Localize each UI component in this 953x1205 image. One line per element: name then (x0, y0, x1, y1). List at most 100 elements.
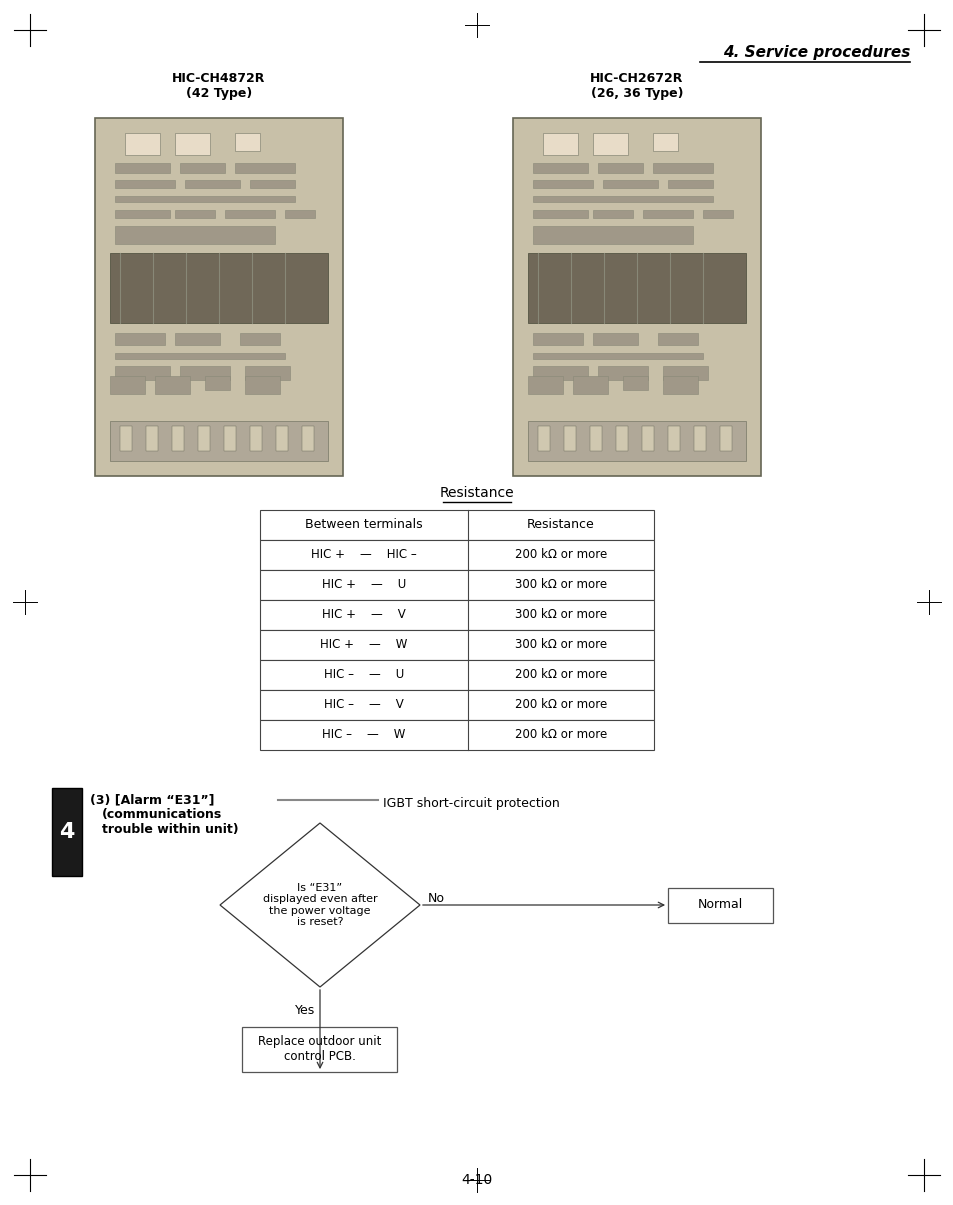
Text: HIC –    —    U: HIC – — U (323, 669, 404, 682)
Text: Between terminals: Between terminals (305, 518, 422, 531)
FancyBboxPatch shape (622, 376, 647, 390)
FancyBboxPatch shape (593, 333, 638, 345)
FancyBboxPatch shape (513, 118, 760, 476)
FancyBboxPatch shape (245, 366, 290, 380)
FancyBboxPatch shape (120, 427, 132, 451)
Text: 300 kΩ or more: 300 kΩ or more (515, 609, 606, 622)
Text: 200 kΩ or more: 200 kΩ or more (515, 729, 606, 741)
FancyBboxPatch shape (702, 210, 732, 218)
FancyBboxPatch shape (533, 333, 582, 345)
Text: (42 Type): (42 Type) (186, 87, 252, 100)
Text: HIC-CH4872R: HIC-CH4872R (172, 72, 265, 86)
Text: HIC +    —    V: HIC + — V (322, 609, 405, 622)
Text: 4-10: 4-10 (461, 1172, 492, 1187)
FancyBboxPatch shape (537, 427, 550, 451)
FancyBboxPatch shape (602, 180, 658, 188)
FancyBboxPatch shape (667, 180, 712, 188)
FancyBboxPatch shape (275, 427, 288, 451)
FancyBboxPatch shape (245, 376, 280, 394)
FancyBboxPatch shape (234, 163, 294, 174)
Text: HIC-CH2672R: HIC-CH2672R (590, 72, 683, 86)
FancyBboxPatch shape (185, 180, 240, 188)
FancyBboxPatch shape (260, 570, 654, 600)
Polygon shape (220, 823, 419, 987)
FancyBboxPatch shape (652, 133, 678, 151)
Text: HIC +    —    HIC –: HIC + — HIC – (311, 548, 416, 562)
Text: (26, 36 Type): (26, 36 Type) (590, 87, 682, 100)
FancyBboxPatch shape (641, 427, 654, 451)
FancyBboxPatch shape (95, 118, 343, 476)
Text: 300 kΩ or more: 300 kΩ or more (515, 578, 606, 592)
FancyBboxPatch shape (533, 196, 712, 202)
FancyBboxPatch shape (533, 163, 587, 174)
FancyBboxPatch shape (115, 366, 170, 380)
Text: Resistance: Resistance (439, 486, 514, 500)
FancyBboxPatch shape (598, 366, 647, 380)
FancyBboxPatch shape (593, 210, 633, 218)
Text: 4. Service procedures: 4. Service procedures (721, 45, 909, 60)
FancyBboxPatch shape (533, 366, 587, 380)
FancyBboxPatch shape (652, 163, 712, 174)
FancyBboxPatch shape (593, 133, 627, 155)
FancyBboxPatch shape (662, 376, 698, 394)
FancyBboxPatch shape (205, 376, 230, 390)
FancyBboxPatch shape (125, 133, 160, 155)
FancyBboxPatch shape (527, 376, 562, 394)
FancyBboxPatch shape (598, 163, 642, 174)
FancyBboxPatch shape (180, 366, 230, 380)
FancyBboxPatch shape (174, 210, 214, 218)
FancyBboxPatch shape (115, 333, 165, 345)
FancyBboxPatch shape (180, 163, 225, 174)
FancyBboxPatch shape (110, 421, 328, 462)
FancyBboxPatch shape (250, 427, 262, 451)
FancyBboxPatch shape (115, 227, 274, 243)
FancyBboxPatch shape (658, 333, 698, 345)
FancyBboxPatch shape (563, 427, 576, 451)
FancyBboxPatch shape (693, 427, 705, 451)
FancyBboxPatch shape (533, 210, 587, 218)
Text: (communications: (communications (102, 809, 222, 821)
FancyBboxPatch shape (260, 690, 654, 721)
FancyBboxPatch shape (260, 510, 654, 540)
Text: Yes: Yes (294, 1005, 314, 1017)
FancyBboxPatch shape (146, 427, 158, 451)
FancyBboxPatch shape (154, 376, 190, 394)
FancyBboxPatch shape (110, 376, 145, 394)
FancyBboxPatch shape (224, 427, 235, 451)
FancyBboxPatch shape (533, 227, 692, 243)
Text: No: No (428, 893, 444, 905)
FancyBboxPatch shape (240, 333, 280, 345)
FancyBboxPatch shape (242, 1027, 397, 1072)
FancyBboxPatch shape (115, 196, 294, 202)
FancyBboxPatch shape (527, 421, 745, 462)
Text: Resistance: Resistance (527, 518, 595, 531)
FancyBboxPatch shape (174, 133, 210, 155)
Text: 4: 4 (59, 822, 74, 842)
FancyBboxPatch shape (198, 427, 210, 451)
FancyBboxPatch shape (52, 788, 82, 876)
Text: HIC –    —    V: HIC – — V (324, 699, 403, 711)
Text: 300 kΩ or more: 300 kΩ or more (515, 639, 606, 652)
Text: HIC +    —    W: HIC + — W (320, 639, 407, 652)
FancyBboxPatch shape (616, 427, 627, 451)
Text: 200 kΩ or more: 200 kΩ or more (515, 669, 606, 682)
FancyBboxPatch shape (573, 376, 607, 394)
FancyBboxPatch shape (589, 427, 601, 451)
Text: HIC +    —    U: HIC + — U (321, 578, 406, 592)
Text: Is “E31”
displayed even after
the power voltage
is reset?: Is “E31” displayed even after the power … (262, 882, 377, 928)
FancyBboxPatch shape (527, 253, 745, 323)
FancyBboxPatch shape (533, 180, 593, 188)
FancyBboxPatch shape (720, 427, 731, 451)
FancyBboxPatch shape (662, 366, 707, 380)
FancyBboxPatch shape (115, 180, 174, 188)
FancyBboxPatch shape (234, 133, 260, 151)
Text: 200 kΩ or more: 200 kΩ or more (515, 699, 606, 711)
Text: 200 kΩ or more: 200 kΩ or more (515, 548, 606, 562)
Text: Normal: Normal (698, 899, 742, 911)
FancyBboxPatch shape (225, 210, 274, 218)
Text: Replace outdoor unit
control PCB.: Replace outdoor unit control PCB. (258, 1035, 381, 1064)
FancyBboxPatch shape (115, 163, 170, 174)
FancyBboxPatch shape (667, 427, 679, 451)
FancyBboxPatch shape (260, 660, 654, 690)
FancyBboxPatch shape (642, 210, 692, 218)
